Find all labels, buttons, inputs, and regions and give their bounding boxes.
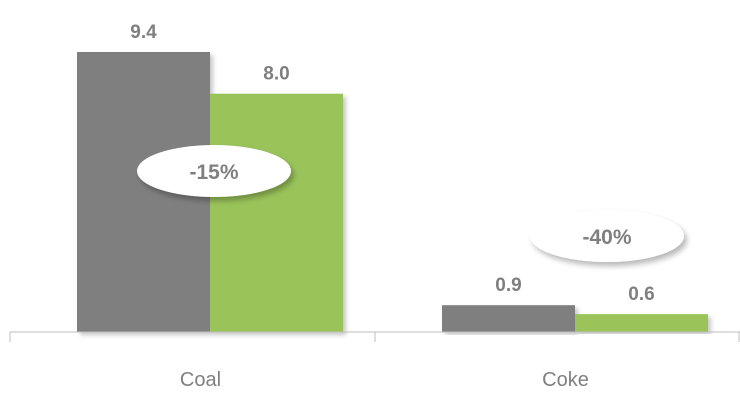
- change-callouts: -15% -40%: [137, 145, 684, 262]
- value-label-coal-series-1: 9.4: [130, 22, 157, 43]
- callout-coal: -15%: [137, 145, 291, 197]
- callout-text-coal: -15%: [189, 161, 238, 184]
- bar-coal-series-2: [210, 93, 343, 333]
- category-label-coke: Coke: [542, 369, 589, 389]
- bar-coke-series-1: [442, 305, 575, 332]
- x-axis: Coal Coke: [9, 331, 740, 391]
- callout-text-coke: -40%: [582, 226, 631, 249]
- bar-coke-series-2: [575, 314, 708, 332]
- callout-coke: -40%: [530, 210, 684, 262]
- callout-bubble: [530, 210, 684, 262]
- value-label-coke-series-1: 0.9: [495, 275, 521, 296]
- value-label-coal-series-2: 8.0: [263, 64, 289, 85]
- value-labels: 9.4 8.0 0.9 0.6: [130, 22, 654, 305]
- callout-bubble: [137, 145, 291, 197]
- category-label-coal: Coal: [180, 369, 221, 389]
- value-label-coke-series-2: 0.6: [628, 284, 654, 305]
